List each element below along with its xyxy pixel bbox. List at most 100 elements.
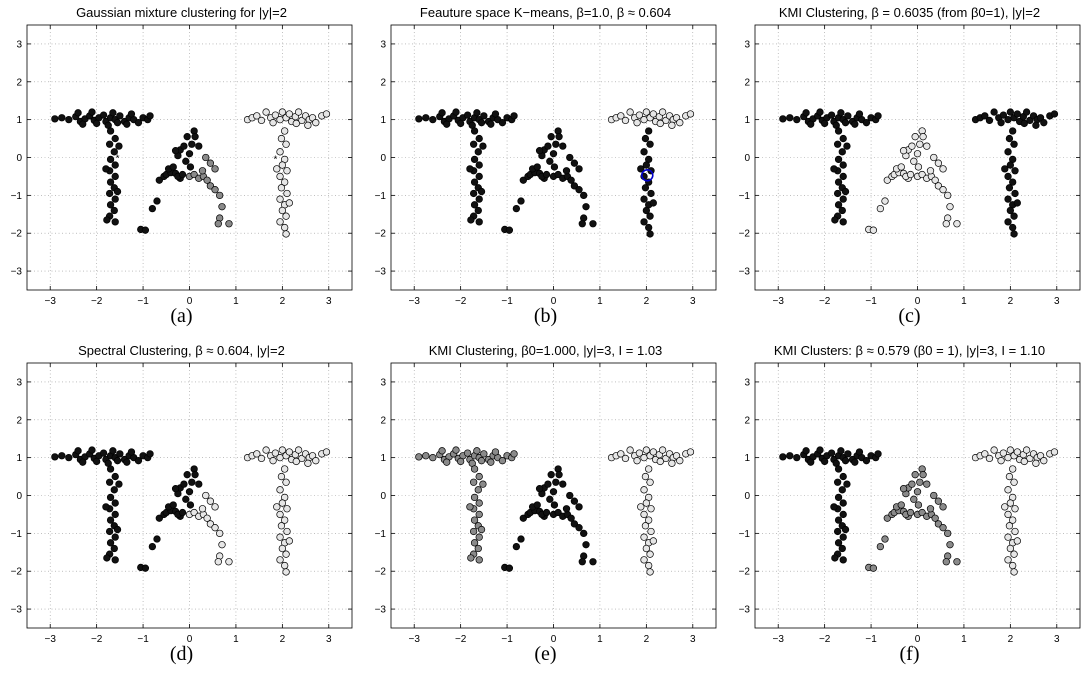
data-point-k-lower	[575, 165, 583, 173]
data-point-t1-stem	[111, 172, 119, 181]
data-point-t2-stem	[276, 556, 284, 564]
data-point-t2-stem	[278, 206, 287, 215]
data-point-k-upper	[559, 480, 567, 488]
data-point-t1-bar	[456, 457, 465, 466]
data-point-t2-stem	[1005, 134, 1014, 143]
data-point-k-upper	[547, 471, 555, 479]
data-point-t2-stem	[281, 561, 289, 570]
data-point-k-left	[153, 197, 161, 205]
chart-panel-5: KMI Clustering, β0=1.000, |y|=3, I = 1.0…	[364, 338, 727, 676]
data-point-t1-stem	[833, 189, 842, 198]
data-point-k-left	[897, 163, 905, 171]
data-point-k-lower	[562, 167, 571, 175]
data-point-t2-stem	[1006, 206, 1015, 215]
data-point-t2-stem	[645, 561, 653, 570]
data-point-t2-stem	[282, 478, 290, 486]
data-point-k-lower	[575, 503, 583, 511]
data-point-t2-stem	[281, 465, 289, 473]
data-point-t2-stem	[282, 550, 290, 558]
data-point-k-left	[542, 508, 551, 517]
data-point-t1-bar	[88, 108, 96, 116]
y-tick-label: 3	[744, 377, 750, 388]
data-point-k-upper	[180, 142, 188, 150]
data-point-t1-bar	[113, 119, 122, 127]
data-point-t1-stem	[470, 155, 479, 164]
data-point-t2-stem	[277, 184, 286, 192]
data-point-k-left	[876, 204, 885, 213]
data-point-t1-stem	[834, 178, 843, 186]
data-point-t1-stem	[106, 493, 115, 502]
data-point-t1-bar	[134, 457, 143, 465]
data-point-t2-bar	[1032, 459, 1040, 467]
data-point-t2-bar	[276, 453, 284, 462]
data-point-k-lower	[554, 508, 562, 517]
data-point-t2-stem	[1006, 499, 1015, 507]
data-point-k-lower	[190, 508, 198, 517]
data-point-k-lower	[589, 220, 597, 228]
x-tick-label: −2	[91, 634, 103, 645]
data-point-t2-stem	[645, 516, 653, 524]
data-point-t1-bar	[134, 119, 143, 127]
data-point-t2-bar	[1022, 108, 1031, 116]
x-tick-label: −1	[865, 634, 877, 645]
data-point-k-upper	[195, 142, 203, 150]
data-point-k-left	[876, 542, 885, 551]
data-point-t1-bar	[807, 120, 815, 128]
x-tick-label: −3	[773, 634, 785, 645]
data-point-t2-stem	[1011, 167, 1019, 175]
data-point-k-lower	[216, 191, 224, 200]
data-point-t2-bar	[271, 111, 280, 119]
y-tick-label: −3	[375, 605, 387, 616]
data-point-t1-stem	[834, 539, 843, 547]
data-point-t2-stem	[1011, 189, 1019, 198]
data-point-t1-stem	[470, 539, 479, 547]
data-point-t1-stem	[839, 510, 847, 519]
data-point-t1-stem	[841, 187, 850, 196]
data-point-t1-bar	[65, 115, 73, 124]
data-point-t2-bar	[1006, 446, 1015, 454]
data-point-k-lower	[934, 520, 943, 528]
data-point-k-lower	[225, 558, 233, 566]
data-point-t1-bar	[65, 453, 73, 462]
data-point-k-lower	[918, 508, 926, 517]
data-point-t2-stem	[276, 172, 284, 181]
data-point-t2-bar	[658, 446, 667, 454]
axes-frame	[390, 362, 717, 629]
y-tick-label: 3	[380, 377, 386, 388]
data-point-t2-stem	[646, 478, 654, 486]
data-point-t1-stem	[111, 195, 119, 203]
x-tick-label: 3	[690, 296, 696, 307]
data-point-t2-stem	[1004, 218, 1012, 226]
x-tick-label: −3	[45, 634, 57, 645]
data-point-t1-bar	[477, 119, 486, 127]
data-point-k-left	[505, 564, 514, 572]
data-point-t2-stem	[637, 503, 645, 511]
data-point-t2-bar	[304, 121, 312, 129]
data-point-k-lower	[216, 529, 224, 538]
data-point-t2-stem	[641, 134, 650, 143]
data-point-t1-bar	[802, 109, 810, 117]
y-tick-label: 1	[16, 115, 22, 126]
data-point-t2-bar	[292, 457, 300, 466]
data-point-k-lower	[946, 541, 954, 549]
data-point-t2-stem	[276, 218, 284, 226]
data-point-t2-stem	[278, 161, 287, 169]
data-point-t1-stem	[839, 533, 847, 541]
data-point-t1-stem	[474, 206, 482, 215]
data-point-k-lower	[570, 497, 579, 505]
data-point-t2-bar	[999, 449, 1008, 457]
data-point-t2-bar	[686, 110, 695, 118]
y-tick-label: 3	[16, 39, 22, 50]
data-point-t1-bar	[99, 449, 108, 457]
data-point-t2-stem	[277, 522, 286, 530]
data-point-t2-stem	[649, 537, 657, 545]
data-point-k-lower	[225, 220, 233, 228]
data-point-t2-stem	[646, 212, 654, 220]
data-point-t1-bar	[816, 446, 824, 454]
data-point-k-lower	[562, 505, 571, 513]
data-point-k-left	[533, 163, 541, 171]
data-point-t2-stem	[276, 533, 284, 541]
axes-frame	[26, 24, 353, 291]
data-point-t1-bar	[92, 457, 101, 466]
x-tick-label: −1	[137, 296, 149, 307]
